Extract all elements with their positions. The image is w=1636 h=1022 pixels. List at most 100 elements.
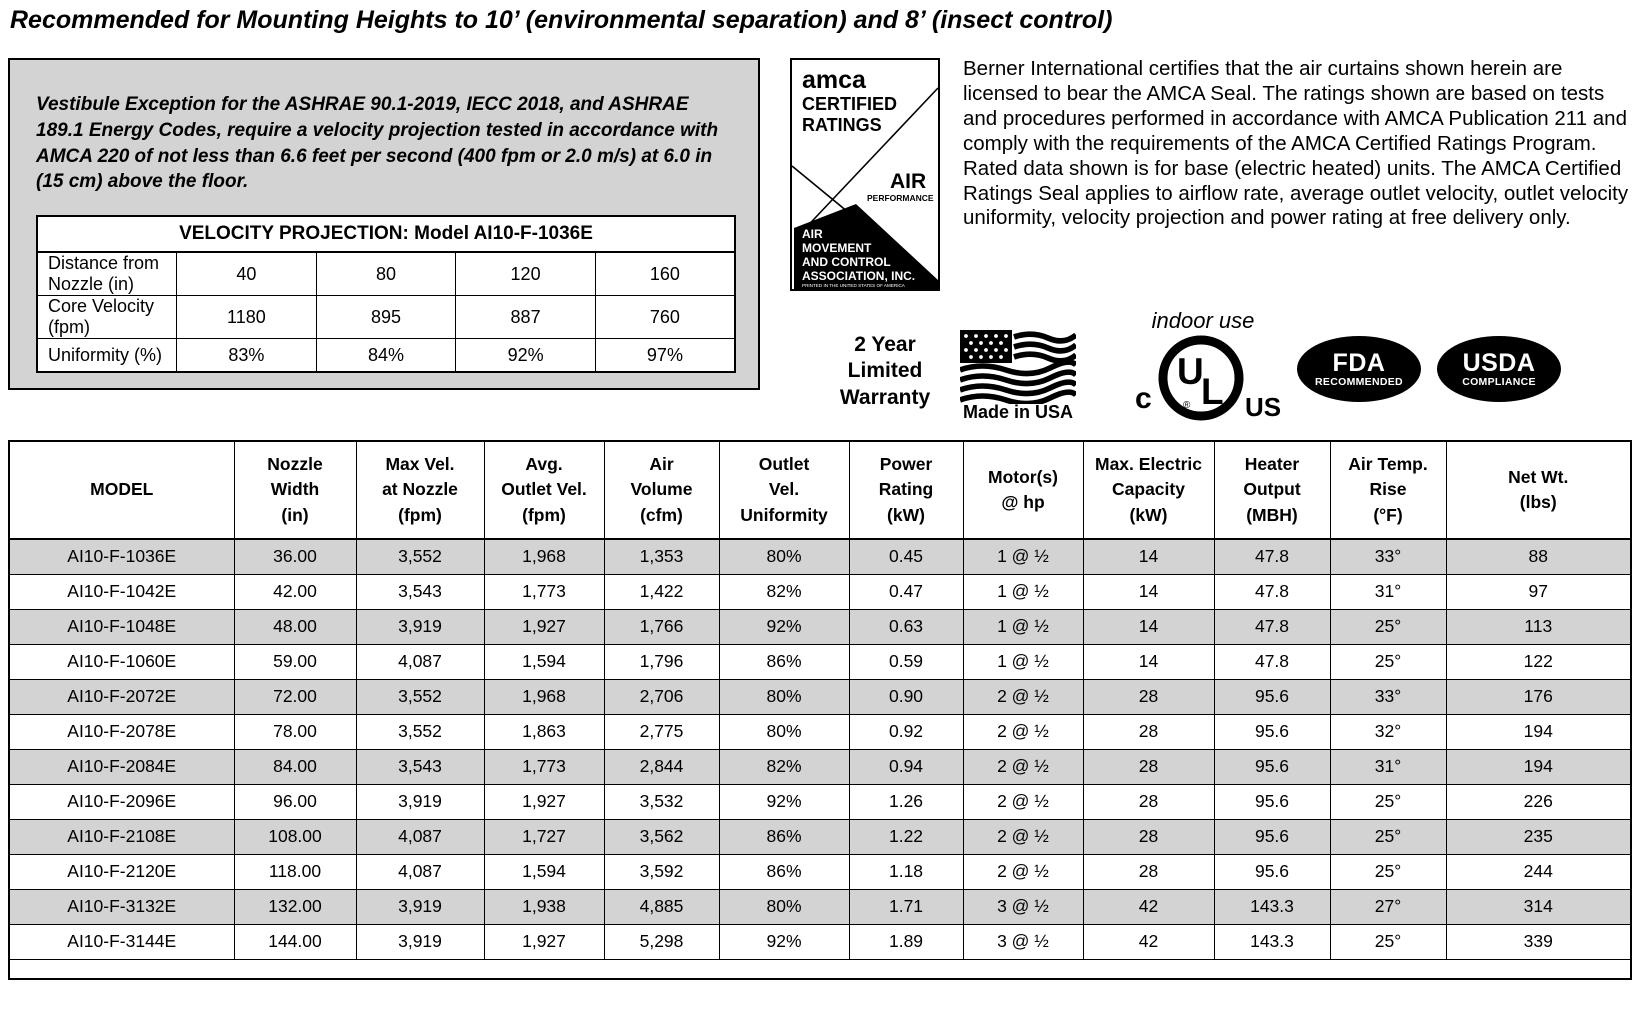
- value-cell: 339: [1445, 923, 1632, 960]
- value-cell: 28: [1082, 818, 1215, 855]
- value-cell: 235: [1445, 818, 1632, 855]
- value-cell: 97: [1445, 573, 1632, 610]
- value-cell: 28: [1082, 713, 1215, 750]
- value-cell: 1,766: [603, 608, 720, 645]
- value-cell: 36.00: [233, 538, 357, 575]
- column-header-nozzle-width: Nozzle Width (in): [233, 440, 357, 540]
- table-row: Distance from Nozzle (in) 40 80 120 160: [36, 251, 736, 297]
- value-cell: 31°: [1329, 573, 1447, 610]
- row-label: Uniformity (%): [36, 338, 178, 373]
- model-cell: AI10-F-1036E: [8, 538, 235, 575]
- amca-footer-line3: AND CONTROL: [802, 255, 891, 269]
- amca-performance-text: PERFORMANCE: [867, 193, 934, 203]
- value-cell: 86%: [718, 818, 850, 855]
- model-cell: AI10-F-2078E: [8, 713, 235, 750]
- value-cell: 86%: [718, 853, 850, 890]
- amca-fine-print: PRINTED IN THE UNITED STATES OF AMERICA: [802, 283, 906, 288]
- fda-sublabel: RECOMMENDED: [1315, 375, 1403, 388]
- cul-us-listed-icon: c U L ® US: [1133, 332, 1283, 424]
- value-cell: 2 @ ½: [962, 783, 1084, 820]
- value-cell: 95.6: [1213, 818, 1331, 855]
- value-cell: 27°: [1329, 888, 1447, 925]
- column-header-max-electric-capacity: Max. Electric Capacity (kW): [1082, 440, 1215, 540]
- value-cell: 33°: [1329, 538, 1447, 575]
- value-cell: 1180: [176, 295, 317, 340]
- table-row: AI10-F-2108E 108.00 4,087 1,727 3,562 86% 1.22…: [8, 818, 1632, 855]
- value-cell: 5,298: [603, 923, 720, 960]
- column-header-outlet-vel-uniformity: Outlet Vel. Uniformity: [718, 440, 850, 540]
- value-cell: 3,552: [355, 678, 485, 715]
- value-cell: 95.6: [1213, 853, 1331, 890]
- value-cell: 160: [594, 251, 736, 297]
- value-cell: 3,919: [355, 783, 485, 820]
- table-row: AI10-F-1042E 42.00 3,543 1,773 1,422 82% 0.47 1…: [8, 573, 1632, 610]
- value-cell: 1,422: [603, 573, 720, 610]
- table-row: VELOCITY PROJECTION: Model AI10-F-1036E: [36, 215, 736, 254]
- model-cell: AI10-F-2096E: [8, 783, 235, 820]
- value-cell: 895: [315, 295, 457, 340]
- value-cell: 194: [1445, 748, 1632, 785]
- model-cell: AI10-F-1060E: [8, 643, 235, 680]
- fda-recommended-badge: FDA RECOMMENDED: [1297, 336, 1421, 402]
- model-cell: AI10-F-1042E: [8, 573, 235, 610]
- spec-table-header-row: MODEL Nozzle Width (in) Max Vel. at Nozz…: [8, 440, 1632, 540]
- value-cell: 1 @ ½: [962, 538, 1084, 575]
- value-cell: 2 @ ½: [962, 748, 1084, 785]
- value-cell: 14: [1082, 538, 1215, 575]
- value-cell: 80%: [718, 713, 850, 750]
- table-row: AI10-F-1048E 48.00 3,919 1,927 1,766 92% 0.63 1…: [8, 608, 1632, 645]
- warranty-badge: 2 Year Limited Warranty: [839, 333, 931, 409]
- ul-c-text: c: [1135, 382, 1152, 415]
- vestibule-exception-text: Vestibule Exception for the ASHRAE 90.1-…: [36, 94, 719, 193]
- value-cell: 226: [1445, 783, 1632, 820]
- table-row: AI10-F-1060E 59.00 4,087 1,594 1,796 86% 0.59 1…: [8, 643, 1632, 680]
- value-cell: 42: [1082, 923, 1215, 960]
- value-cell: 86%: [718, 643, 850, 680]
- value-cell: 0.59: [848, 643, 964, 680]
- value-cell: 28: [1082, 678, 1215, 715]
- value-cell: 2 @ ½: [962, 853, 1084, 890]
- value-cell: 2,775: [603, 713, 720, 750]
- model-cell: AI10-F-2072E: [8, 678, 235, 715]
- value-cell: 80: [315, 251, 457, 297]
- amca-air-text: AIR: [890, 170, 926, 193]
- value-cell: 3,552: [355, 713, 485, 750]
- value-cell: 84.00: [233, 748, 357, 785]
- value-cell: 92%: [718, 923, 850, 960]
- value-cell: 3,532: [603, 783, 720, 820]
- value-cell: 14: [1082, 608, 1215, 645]
- value-cell: 1.26: [848, 783, 964, 820]
- fda-label: FDA: [1332, 349, 1386, 378]
- value-cell: 80%: [718, 538, 850, 575]
- value-cell: 80%: [718, 678, 850, 715]
- value-cell: 1,594: [483, 643, 605, 680]
- value-cell: 47.8: [1213, 538, 1331, 575]
- table-footer-spacer: [9, 958, 1631, 980]
- value-cell: 82%: [718, 748, 850, 785]
- value-cell: 92%: [718, 608, 850, 645]
- value-cell: 3,919: [355, 923, 485, 960]
- value-cell: 3,919: [355, 888, 485, 925]
- value-cell: 1.22: [848, 818, 964, 855]
- value-cell: 2 @ ½: [962, 713, 1084, 750]
- value-cell: 25°: [1329, 818, 1447, 855]
- value-cell: 25°: [1329, 923, 1447, 960]
- value-cell: 1 @ ½: [962, 643, 1084, 680]
- column-header-net-wt: Net Wt. (lbs): [1445, 440, 1632, 540]
- value-cell: 42: [1082, 888, 1215, 925]
- value-cell: 2 @ ½: [962, 678, 1084, 715]
- value-cell: 3,552: [355, 538, 485, 575]
- value-cell: 0.63: [848, 608, 964, 645]
- value-cell: 1.71: [848, 888, 964, 925]
- table-row: AI10-F-2072E 72.00 3,552 1,968 2,706 80% 0.90 2…: [8, 678, 1632, 715]
- value-cell: 82%: [718, 573, 850, 610]
- value-cell: 25°: [1329, 643, 1447, 680]
- value-cell: 95.6: [1213, 783, 1331, 820]
- value-cell: 88: [1445, 538, 1632, 575]
- amca-footer-line4: ASSOCIATION, INC.: [802, 269, 915, 283]
- vestibule-exception-box: Vestibule Exception for the ASHRAE 90.1-…: [8, 58, 760, 390]
- value-cell: 4,087: [355, 643, 485, 680]
- velocity-projection-title: VELOCITY PROJECTION: Model AI10-F-1036E: [36, 215, 736, 254]
- table-row: AI10-F-2084E 84.00 3,543 1,773 2,844 82% 0.94 2…: [8, 748, 1632, 785]
- value-cell: 1,727: [483, 818, 605, 855]
